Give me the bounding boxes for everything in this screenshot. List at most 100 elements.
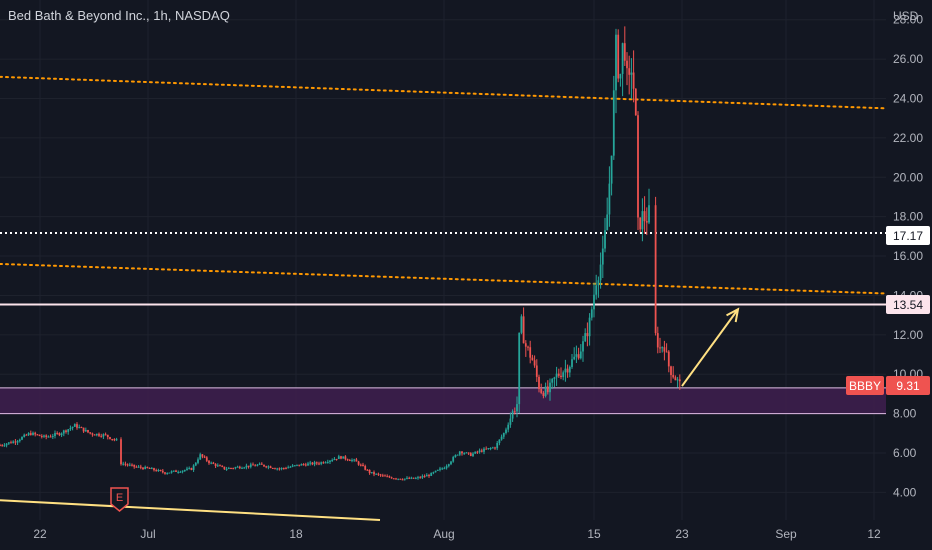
candle-body (637, 115, 639, 218)
candle-body (333, 458, 336, 461)
price-tick-label: 22.00 (893, 131, 923, 145)
candle-body (458, 451, 461, 455)
candle-body (304, 464, 307, 466)
candle-body (40, 436, 43, 438)
candle-body (318, 463, 320, 465)
projection-arrow (681, 307, 740, 387)
candle-body (568, 366, 571, 373)
candle-body (428, 475, 430, 477)
candle-body (170, 471, 173, 473)
candle-body (454, 455, 457, 458)
candle-body (29, 433, 32, 435)
candle-body (392, 478, 395, 480)
candle-body (467, 452, 470, 454)
candle-body (560, 375, 562, 378)
candle-body (505, 429, 507, 434)
candle-body (390, 477, 393, 479)
price-axis-currency: USD (893, 9, 919, 23)
candle-body (249, 464, 252, 467)
candle-body (186, 468, 188, 470)
candle-body (67, 429, 70, 432)
candle-body (553, 377, 556, 380)
candle-body (406, 477, 408, 479)
candle-body (82, 427, 85, 432)
candle-body (423, 476, 426, 478)
candle-body (232, 468, 235, 470)
candle-body (379, 474, 382, 476)
candle-body (335, 458, 338, 460)
earnings-marker-label: E (116, 492, 123, 504)
candle-body (485, 448, 488, 450)
last-price-badge-bg (886, 376, 930, 395)
candle-body (54, 433, 56, 437)
candle-body (494, 447, 496, 449)
candle-body (320, 462, 323, 464)
candle-body (496, 442, 499, 449)
candle-body (199, 454, 202, 460)
candle-body (267, 466, 270, 468)
candle-body (368, 469, 371, 474)
candle-body (62, 430, 65, 434)
candle-body (489, 448, 492, 450)
candle-body (340, 456, 342, 459)
candle-body (181, 470, 184, 472)
candle-body (590, 309, 593, 318)
candle-body (205, 457, 208, 461)
candle-body (520, 316, 523, 333)
time-axis[interactable]: 22 Jul 18 Aug 15 23 Sep 12 (33, 527, 881, 541)
candle-body (430, 472, 433, 476)
candle-body (212, 462, 215, 464)
candle-body (166, 473, 169, 475)
level-badge-13-bg (886, 295, 930, 314)
candle-body (194, 462, 197, 466)
candle-body (362, 464, 364, 466)
candle-body (271, 468, 274, 470)
trendlines (0, 75, 887, 521)
candle-body (188, 468, 191, 470)
candle-body (384, 475, 386, 477)
candle-body (331, 460, 334, 462)
support-zone-fill (0, 387, 886, 414)
candle-body (531, 357, 534, 361)
candle-body (144, 466, 147, 470)
candle-body (34, 432, 37, 435)
time-tick-label: Jul (140, 527, 155, 541)
candle-body (487, 448, 490, 450)
candle-body (667, 351, 670, 367)
candle-body (276, 468, 279, 470)
candle-body (359, 464, 362, 466)
earnings-marker[interactable]: E (110, 487, 129, 512)
time-tick-label: 18 (289, 527, 303, 541)
candle-body (58, 433, 61, 436)
candle-body (324, 462, 327, 464)
candle-body (51, 436, 54, 438)
candle-body (577, 354, 580, 359)
price-tick-label: 26.00 (893, 52, 923, 66)
candle-body (263, 464, 265, 467)
candle-body (544, 386, 547, 396)
candle-body (632, 72, 635, 89)
candle-body (252, 464, 254, 466)
candle-body (49, 436, 52, 438)
price-axis[interactable]: USD 4.006.008.0010.0012.0014.0016.0018.0… (893, 9, 923, 499)
price-tick-label: 16.00 (893, 249, 923, 263)
candle-body (245, 465, 248, 468)
candle-body (513, 411, 516, 413)
candle-body (300, 464, 303, 466)
candle-body (236, 466, 239, 468)
candle-body (421, 476, 424, 478)
candle-body (201, 454, 204, 457)
candle-body (298, 464, 301, 466)
candle-body (346, 459, 349, 461)
candle-body (630, 72, 633, 75)
candle-body (463, 453, 466, 455)
candle-body (498, 439, 501, 443)
level-badge-17-bg (886, 226, 930, 245)
candle-body (223, 466, 226, 470)
candle-body (419, 477, 422, 479)
candle-body (0, 445, 1, 447)
candle-body (216, 465, 219, 467)
candle-body (126, 464, 129, 466)
candle-body (656, 333, 659, 348)
